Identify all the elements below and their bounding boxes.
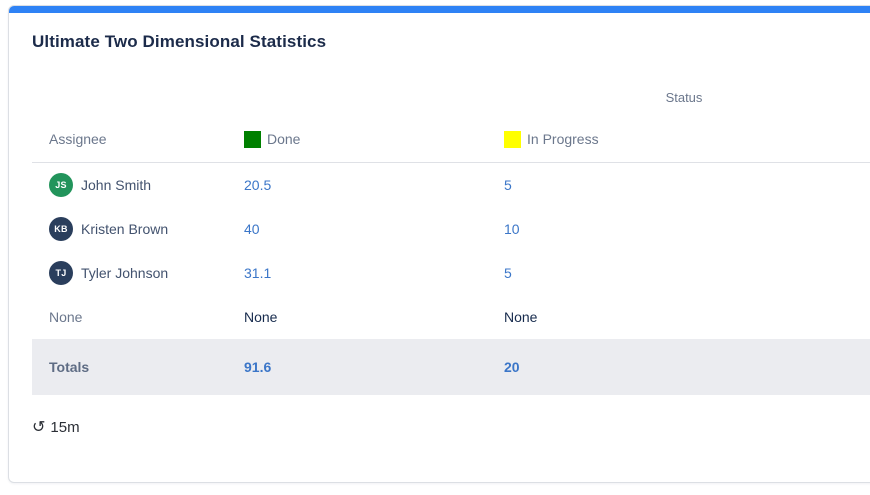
assignee-name: John Smith: [81, 177, 152, 193]
stat-link-done[interactable]: 31.1: [244, 265, 272, 281]
status-group-header-row: Status: [32, 90, 870, 116]
done-status-swatch-icon: [244, 130, 261, 148]
table-row-none: None None None: [32, 295, 870, 339]
gadget-card: Ultimate Two Dimensional Statistics Stat…: [8, 5, 870, 483]
avatar: JS: [49, 173, 73, 197]
status-group-header: Status: [665, 90, 703, 105]
refresh-icon[interactable]: ↺: [32, 418, 46, 436]
in-progress-column-label: In Progress: [527, 131, 599, 147]
stat-link-done[interactable]: 40: [244, 221, 260, 237]
totals-link-in-progress[interactable]: 20: [504, 359, 520, 375]
table-row-kristen-brown: KB Kristen Brown 40 10: [32, 207, 870, 251]
in-progress-column-header: In Progress: [487, 130, 870, 148]
totals-link-done[interactable]: 91.6: [244, 359, 272, 375]
in-progress-status-swatch-icon: [504, 130, 521, 148]
avatar: TJ: [49, 261, 73, 285]
refresh-interval-label: 15m: [50, 419, 80, 436]
stat-link-in-progress[interactable]: 5: [504, 265, 512, 281]
stat-value-in-progress: None: [504, 309, 538, 325]
assignee-cell: TJ Tyler Johnson: [32, 261, 227, 285]
totals-row: Totals 91.6 20: [32, 339, 870, 395]
assignee-name: Kristen Brown: [81, 221, 169, 237]
done-column-label: Done: [267, 131, 301, 147]
two-dimensional-stats-table: Status Assignee Done In Progress JS John…: [32, 90, 870, 395]
stat-link-done[interactable]: 20.5: [244, 177, 272, 193]
stat-value-done: None: [244, 309, 278, 325]
assignee-cell: KB Kristen Brown: [32, 217, 227, 241]
gadget-accent-bar: [9, 6, 870, 13]
assignee-name: Tyler Johnson: [81, 265, 169, 281]
assignee-cell: None: [32, 309, 227, 325]
assignee-name: None: [49, 309, 83, 325]
avatar: KB: [49, 217, 73, 241]
gadget-title: Ultimate Two Dimensional Statistics: [32, 32, 327, 51]
done-column-header: Done: [227, 130, 487, 148]
table-row-john-smith: JS John Smith 20.5 5: [32, 163, 870, 207]
assignee-column-header: Assignee: [49, 131, 107, 147]
stat-link-in-progress[interactable]: 5: [504, 177, 512, 193]
assignee-cell: JS John Smith: [32, 173, 227, 197]
totals-label: Totals: [49, 359, 90, 375]
column-header-row: Assignee Done In Progress: [32, 116, 870, 163]
refresh-control[interactable]: ↺ 15m: [32, 419, 80, 436]
table-row-tyler-johnson: TJ Tyler Johnson 31.1 5: [32, 251, 870, 295]
stat-link-in-progress[interactable]: 10: [504, 221, 520, 237]
